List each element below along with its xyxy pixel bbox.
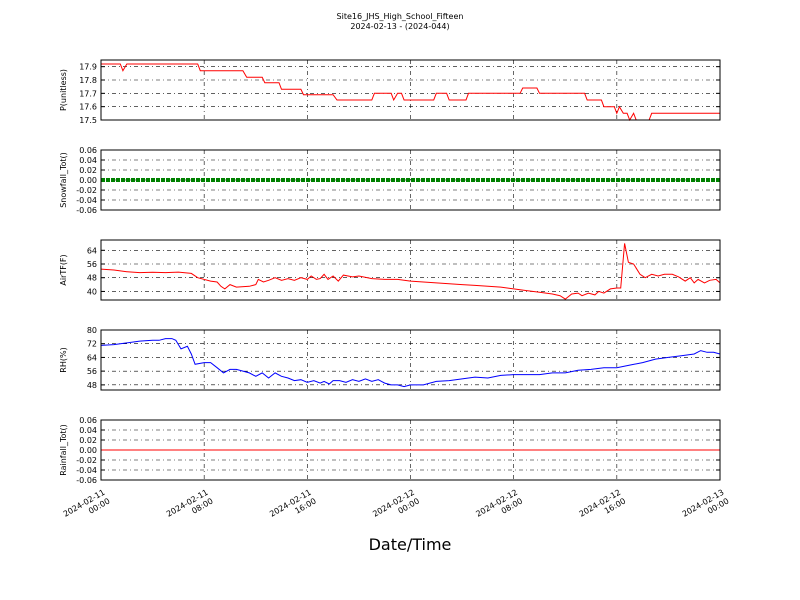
y-tick-label: 0.04: [79, 156, 97, 165]
y-tick-label: 40: [87, 287, 97, 296]
y-tick-label: 17.7: [79, 89, 97, 98]
axes-frame: [100, 149, 721, 211]
series-line: [100, 243, 721, 300]
y-tick-label: 17.8: [79, 76, 97, 85]
y-axis-label: Snowfall_Tot(): [59, 152, 68, 208]
y-tick-label: -0.02: [76, 186, 97, 195]
y-tick-label: 17.5: [79, 116, 97, 125]
chart-title: Site16_JHS_High_School_Fifteen: [337, 12, 464, 21]
y-axis-label: RH(%): [59, 347, 68, 372]
axes-frame: [100, 419, 721, 481]
panel-rainfall: -0.06-0.04-0.020.000.020.040.06 Rainfall_…: [59, 416, 721, 485]
panel-air-temperature: 40 48 56 64 AirTF(F): [59, 239, 721, 301]
panel-pressure: 17.5 17.6 17.7 17.8 17.9 P(unitless): [59, 59, 721, 125]
y-tick-label: 17.6: [79, 103, 97, 112]
y-tick-label: 64: [87, 353, 97, 362]
axes-frame: [100, 329, 721, 391]
y-tick-label: 56: [87, 260, 97, 269]
y-axis-label: AirTF(F): [59, 254, 68, 285]
y-axis-label: P(unitless): [59, 69, 68, 111]
y-axis-label: Rainfall_Tot(): [59, 424, 68, 476]
y-tick-label: 64: [87, 246, 97, 255]
y-tick-label: 0.02: [79, 436, 97, 445]
y-tick-label: 56: [87, 367, 97, 376]
chart-subtitle: 2024-02-13 - (2024-044): [350, 22, 449, 31]
y-tick-label: -0.02: [76, 456, 97, 465]
y-tick-label: 17.9: [79, 63, 97, 72]
y-tick-label: 0.06: [79, 146, 97, 155]
y-tick-label: 0.00: [79, 176, 97, 185]
y-tick-label: -0.04: [76, 466, 97, 475]
axes-frame: [100, 239, 721, 301]
panel-snowfall: -0.06-0.04-0.020.000.020.040.06 Snowfall_…: [59, 146, 721, 215]
panel-relative-humidity: 48 56 64 72 80 RH(%): [59, 326, 721, 391]
y-tick-label: 0.00: [79, 446, 97, 455]
series-line: [101, 63, 720, 122]
y-tick-label: 48: [87, 381, 97, 390]
y-tick-label: 0.02: [79, 166, 97, 175]
y-tick-label: 80: [87, 326, 97, 335]
axes-frame: [100, 59, 721, 121]
series-line: [100, 338, 721, 388]
y-tick-label: 0.04: [79, 426, 97, 435]
y-tick-label: -0.06: [76, 476, 97, 485]
x-axis-label: Date/Time: [369, 535, 452, 554]
y-tick-label: 72: [87, 340, 97, 349]
y-tick-label: -0.06: [76, 206, 97, 215]
y-tick-label: -0.04: [76, 196, 97, 205]
y-tick-label: 48: [87, 274, 97, 283]
y-tick-label: 0.06: [79, 416, 97, 425]
